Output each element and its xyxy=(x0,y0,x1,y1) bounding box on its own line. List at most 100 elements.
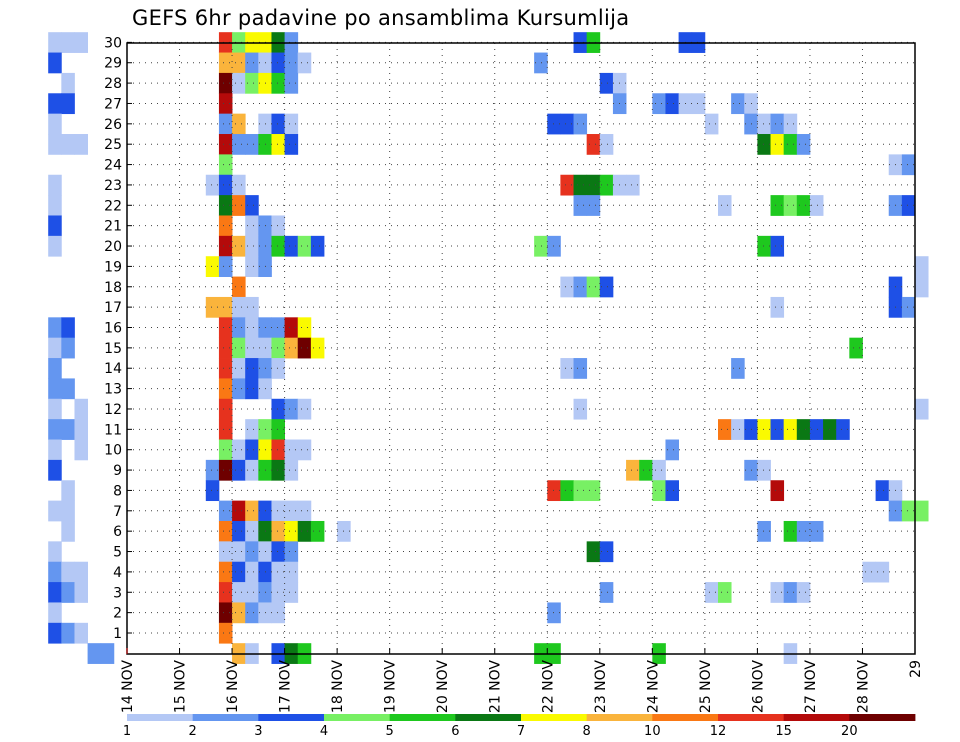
heatmap-cell xyxy=(862,561,876,583)
heatmap-cell xyxy=(271,235,285,257)
plot-frame xyxy=(126,42,916,655)
heatmap-cell xyxy=(770,419,785,440)
heatmap-cell xyxy=(284,134,299,155)
x-tick-label: 14 NOV xyxy=(120,660,136,714)
heatmap-cell xyxy=(915,500,929,522)
heatmap-cell xyxy=(770,235,785,257)
heatmap-cell xyxy=(232,582,246,603)
heatmap-cell xyxy=(48,174,62,196)
heatmap-cell xyxy=(783,134,798,155)
heatmap-cell xyxy=(704,113,719,135)
heatmap-cell xyxy=(271,317,285,339)
heatmap-cell xyxy=(783,419,798,440)
x-tick-label: 28 NOV xyxy=(855,660,871,714)
heatmap-cell xyxy=(61,520,75,542)
legend-label: 3 xyxy=(254,724,262,739)
heatmap-cell xyxy=(48,52,62,74)
heatmap-cell xyxy=(271,72,285,94)
heatmap-cell xyxy=(218,113,233,135)
heatmap-cell xyxy=(245,215,259,237)
heatmap-cell xyxy=(573,398,588,420)
heatmap-cell xyxy=(48,93,62,115)
heatmap-cell xyxy=(271,459,285,481)
heatmap-cell xyxy=(849,337,863,359)
heatmap-cell xyxy=(770,296,785,318)
heatmap-cell xyxy=(783,113,798,135)
heatmap-cell xyxy=(74,134,88,155)
heatmap-cell xyxy=(770,195,785,216)
heatmap-cell xyxy=(901,500,916,522)
heatmap-cell xyxy=(573,480,588,502)
heatmap-cell xyxy=(783,582,798,603)
heatmap-cell xyxy=(74,582,88,603)
heatmap-cell xyxy=(205,296,220,318)
legend-swatch xyxy=(127,714,194,721)
legend-label: 4 xyxy=(320,724,328,739)
heatmap-cell xyxy=(218,337,233,359)
legend-label: 5 xyxy=(386,724,394,739)
heatmap-cell xyxy=(218,520,233,542)
heatmap-cell xyxy=(796,419,811,440)
heatmap-cell xyxy=(284,541,299,563)
color-legend: 1 2 3 4 5 6 7 8 10 12 15 20 xyxy=(123,714,916,739)
heatmap-cell xyxy=(534,235,548,257)
x-tick-label: 19 NOV xyxy=(383,660,399,714)
legend-swatch xyxy=(586,714,653,721)
y-tick-label: 5 xyxy=(113,545,122,561)
y-tick-label: 20 xyxy=(104,239,122,255)
heatmap-cell xyxy=(61,337,75,359)
heatmap-cell xyxy=(245,419,259,440)
legend-swatch xyxy=(718,714,785,721)
x-tick-label: 24 NOV xyxy=(645,660,661,714)
heatmap-cell xyxy=(310,235,325,257)
heatmap-cell xyxy=(271,358,285,379)
heatmap-cell xyxy=(901,195,916,216)
legend-label: 10 xyxy=(644,724,661,739)
heatmap-cell xyxy=(915,256,929,277)
heatmap-cell xyxy=(310,520,325,542)
heatmap-cell xyxy=(599,276,614,298)
heatmap-cell xyxy=(665,93,679,115)
heatmap-cell xyxy=(809,520,824,542)
heatmap-cell xyxy=(271,500,285,522)
heatmap-cell xyxy=(232,337,246,359)
heatmap-cell xyxy=(48,602,62,624)
heatmap-cell xyxy=(284,561,299,583)
x-tick-label: 15 NOV xyxy=(173,660,189,714)
heatmap-cell xyxy=(915,398,929,420)
heatmap-cell xyxy=(836,419,850,440)
heatmap-cell xyxy=(218,378,233,400)
heatmap-cell xyxy=(61,561,75,583)
heatmap-cell xyxy=(218,500,233,522)
heatmap-cell xyxy=(284,500,299,522)
heatmap-cell xyxy=(232,296,246,318)
legend-label: 1 xyxy=(123,724,131,739)
heatmap-cell xyxy=(232,195,246,216)
y-tick-label: 3 xyxy=(113,585,122,601)
heatmap-cell xyxy=(48,358,62,379)
heatmap-cell xyxy=(560,358,574,379)
legend-swatch xyxy=(783,714,850,721)
legend-swatch xyxy=(455,714,522,721)
x-tick-label: 18 NOV xyxy=(330,660,346,714)
heatmap-cell xyxy=(74,561,88,583)
heatmap-cell xyxy=(218,358,233,379)
heatmap-cell xyxy=(573,195,588,216)
x-tick-label: 23 NOV xyxy=(593,660,609,714)
legend-label: 15 xyxy=(775,724,792,739)
heatmap-cell xyxy=(218,602,233,624)
heatmap-cell xyxy=(245,602,259,624)
heatmap-cell xyxy=(218,134,233,155)
heatmap-cell xyxy=(757,419,771,440)
heatmap-cell xyxy=(232,459,246,481)
heatmap-cell xyxy=(271,398,285,420)
y-tick-label: 19 xyxy=(104,259,122,275)
legend-swatch xyxy=(324,714,391,721)
heatmap-cell xyxy=(48,134,62,155)
heatmap-cell xyxy=(271,602,285,624)
heatmap-cell xyxy=(61,72,75,94)
legend-swatch xyxy=(389,714,456,721)
y-tick-label: 13 xyxy=(104,382,122,398)
heatmap-cell xyxy=(586,480,601,502)
